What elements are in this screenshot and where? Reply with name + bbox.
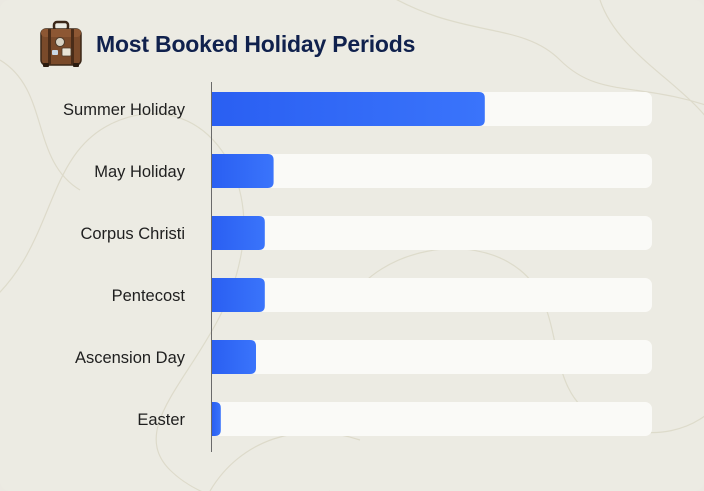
chart-title: Most Booked Holiday Periods [96,30,416,57]
bar-may-holiday[interactable] [212,154,274,188]
bar-track-pentecost [212,278,652,312]
bar-track-corpus-christi [212,216,652,250]
bar-corpus-christi[interactable] [212,216,265,250]
category-label-may-holiday: May Holiday [94,163,186,181]
suitcase-icon [40,20,82,67]
bar-track-easter [212,402,652,436]
category-label-summer-holiday: Summer Holiday [63,101,186,119]
bar-ascension-day[interactable] [212,340,256,374]
category-label-corpus-christi: Corpus Christi [80,225,185,243]
category-label-easter: Easter [137,411,185,429]
chart-header: Most Booked Holiday Periods [38,20,415,68]
bar-pentecost[interactable] [212,278,265,312]
bar-track-ascension-day [212,340,652,374]
bar-easter[interactable] [212,402,221,436]
bar-track-may-holiday [212,154,652,188]
bar-summer-holiday[interactable] [212,92,485,126]
category-label-ascension-day: Ascension Day [75,349,186,367]
category-label-pentecost: Pentecost [112,287,186,305]
